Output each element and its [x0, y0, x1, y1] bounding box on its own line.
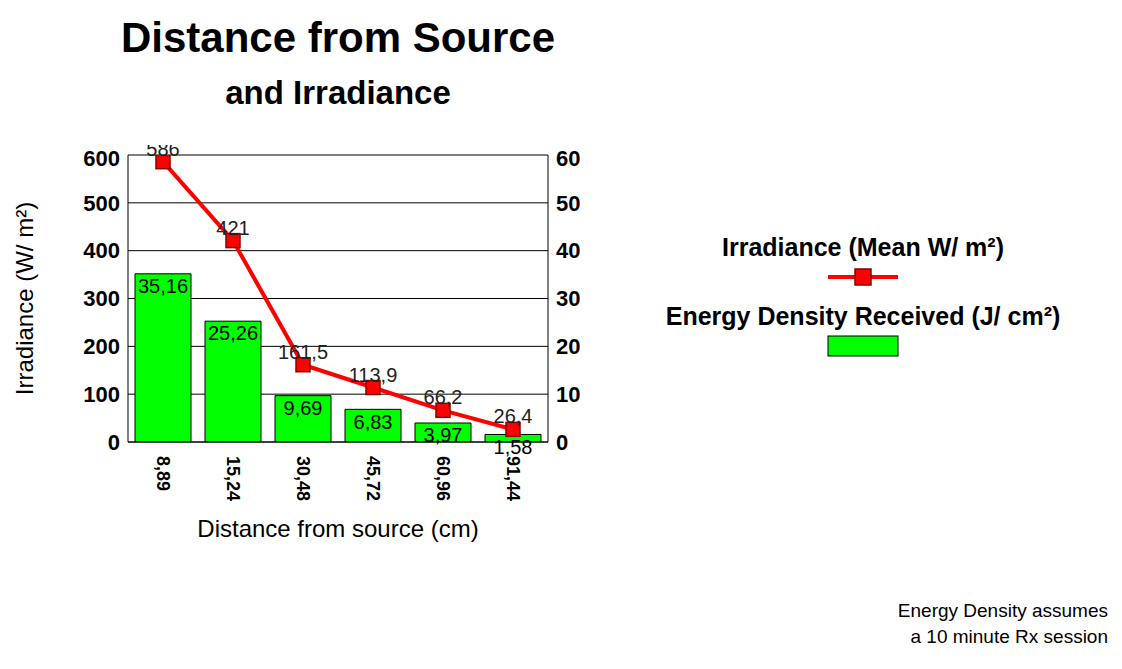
svg-text:600: 600	[83, 146, 120, 171]
svg-text:200: 200	[83, 334, 120, 359]
svg-text:1,58: 1,58	[494, 436, 533, 458]
svg-text:30: 30	[556, 286, 580, 311]
svg-text:586: 586	[146, 145, 179, 160]
svg-text:40: 40	[556, 238, 580, 263]
svg-text:91,44: 91,44	[503, 456, 523, 501]
svg-text:400: 400	[83, 238, 120, 263]
svg-text:20: 20	[556, 334, 580, 359]
svg-text:50: 50	[556, 191, 580, 216]
svg-text:Irradiance (W/ m²): Irradiance (W/ m²)	[11, 202, 38, 395]
html-text:a 10 minute Rx session: a 10 minute Rx session	[910, 626, 1108, 647]
svg-text:66,2: 66,2	[424, 386, 463, 408]
svg-text:26,4: 26,4	[494, 405, 533, 427]
svg-text:8,89: 8,89	[153, 456, 173, 491]
svg-text:30,48: 30,48	[293, 456, 313, 501]
svg-text:0: 0	[108, 430, 120, 455]
svg-text:60: 60	[556, 146, 580, 171]
svg-text:300: 300	[83, 286, 120, 311]
svg-text:25,26: 25,26	[208, 322, 258, 344]
svg-text:500: 500	[83, 191, 120, 216]
svg-text:161,5: 161,5	[278, 341, 328, 363]
svg-text:113,9: 113,9	[349, 364, 398, 386]
html-text:and Irradiance: and Irradiance	[225, 74, 451, 111]
svg-text:35,16: 35,16	[138, 275, 188, 297]
html-text:Irradiance (Mean W/ m²): Irradiance (Mean W/ m²)	[722, 233, 1004, 261]
html-text:Energy Density Received (J/ cm: Energy Density Received (J/ cm²)	[665, 302, 1061, 330]
svg-text:0: 0	[556, 430, 568, 455]
svg-text:3,97: 3,97	[424, 424, 463, 446]
svg-text:Distance from source (cm): Distance from source (cm)	[197, 515, 478, 542]
svg-text:45,72: 45,72	[363, 456, 383, 501]
svg-text:6,83: 6,83	[354, 411, 393, 433]
svg-text:60,96: 60,96	[433, 456, 453, 501]
svg-text:9,69: 9,69	[284, 397, 323, 419]
svg-text:15,24: 15,24	[223, 456, 243, 501]
svg-text:421: 421	[216, 217, 249, 239]
html-text:Distance from Source: Distance from Source	[120, 14, 556, 61]
svg-text:100: 100	[83, 382, 120, 407]
svg-text:10: 10	[556, 382, 580, 407]
html-text:Energy Density assumes: Energy Density assumes	[897, 600, 1108, 621]
